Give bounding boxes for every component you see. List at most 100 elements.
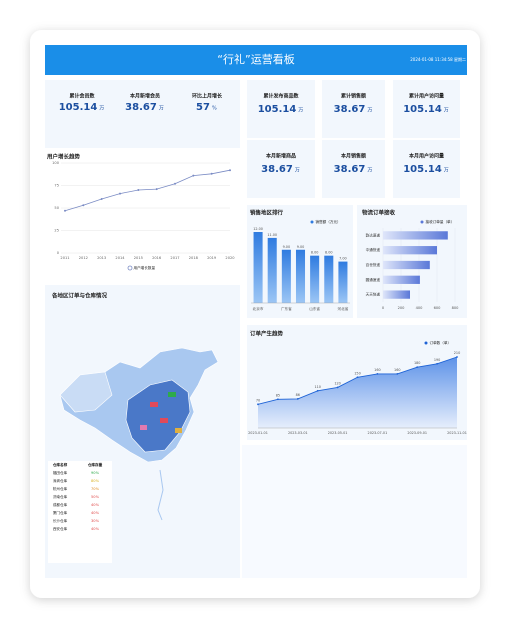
value-label: 70: [256, 398, 260, 402]
bar: [383, 290, 410, 299]
kpi-label: 累计会员数: [69, 93, 95, 100]
kpi-label: 本月新增会员: [129, 93, 160, 100]
point: [416, 366, 419, 369]
x-tick-label: 0: [382, 306, 385, 310]
value-label: 180: [414, 361, 420, 365]
bar: [383, 275, 420, 284]
kpi-value: 57: [196, 102, 210, 113]
x-tick-label: 2020: [225, 256, 235, 260]
header-bar: [45, 45, 467, 75]
point: [356, 376, 359, 379]
bar: [383, 246, 437, 255]
value-label: 210: [454, 351, 460, 355]
bar: [324, 255, 334, 303]
panel: [242, 445, 467, 578]
point: [229, 169, 231, 172]
table-cell: 深圳仓库: [53, 478, 68, 483]
x-tick-label: 2014: [115, 256, 125, 260]
kpi-unit: 万: [298, 108, 303, 114]
value-label: 8.00: [325, 251, 333, 255]
table-cell: 90%: [91, 471, 100, 475]
table-cell: 西安仓库: [53, 526, 68, 531]
bar: [253, 232, 263, 303]
value-label: 150: [354, 371, 360, 375]
bar: [383, 231, 448, 240]
time: 2024-01-08 11:34:58 星期二: [410, 56, 466, 62]
point: [119, 192, 121, 195]
bar: [295, 249, 306, 303]
point: [100, 198, 103, 200]
table-cell: 40%: [91, 503, 100, 507]
kpi-label: 环比上月增长: [192, 93, 223, 100]
panel: [45, 80, 240, 148]
value-label: 86: [296, 393, 300, 397]
x-tick-label: 2023-07-01: [368, 431, 388, 435]
table-cell: 80%: [91, 479, 100, 483]
y-tick-label: 100: [52, 161, 60, 165]
kpi-label: 本月销售额: [340, 153, 367, 160]
legend-marker: [310, 220, 314, 224]
value-label: 7.00: [339, 257, 347, 261]
kpi-unit: 万: [295, 168, 300, 174]
point: [277, 398, 279, 401]
kpi-unit: 万: [159, 106, 164, 112]
value-label: 110: [314, 385, 320, 389]
point: [376, 373, 379, 375]
value-label: 160: [374, 368, 380, 372]
china-map: [59, 347, 219, 521]
x-tick-label: 2023-11-01: [447, 431, 467, 435]
table-cell: 40%: [91, 511, 100, 515]
chart-title: 物流订单接收: [362, 209, 396, 217]
kpi-value: 105.14: [403, 164, 442, 175]
panel: [45, 150, 240, 280]
x-tick-label: 2015: [134, 256, 143, 260]
point: [210, 172, 213, 175]
kpi-value: 38.67: [261, 164, 293, 175]
point: [64, 209, 66, 212]
x-tick-label: 北京市: [253, 306, 264, 311]
bar: [383, 260, 430, 270]
legend-label: 接收订单量（单）: [426, 219, 455, 224]
kpi-unit: 万: [367, 108, 372, 114]
y-tick-label: 圆通速递: [366, 277, 381, 282]
x-tick-label: 山东省: [309, 306, 320, 311]
point: [257, 403, 259, 406]
legend-marker: [420, 220, 424, 224]
x-tick-label: 2011: [60, 256, 69, 260]
kpi-unit: 万: [367, 168, 372, 174]
kpi-value: 105.14: [403, 104, 442, 115]
x-tick-label: 400: [416, 306, 424, 310]
x-tick-label: 2017: [170, 256, 179, 260]
x-tick-label: 600: [434, 306, 442, 310]
kpi-unit: 万: [444, 108, 449, 114]
kpi-unit: 万: [444, 168, 449, 174]
chart-title: 订单产生趋势: [250, 330, 284, 338]
kpi-label: 累计发布商品数: [263, 93, 299, 100]
area: [258, 357, 457, 428]
x-tick-label: 2019: [207, 256, 217, 260]
table-cell: 70%: [91, 487, 100, 491]
kpi-value: 105.14: [59, 102, 98, 113]
kpi-tile: [247, 140, 315, 198]
x-tick-label: 广东省: [281, 306, 292, 311]
value-label: 11.00: [267, 233, 277, 237]
kpi-unit: 万: [99, 106, 104, 112]
table-cell: 50%: [91, 495, 100, 499]
point: [316, 389, 319, 392]
bar: [267, 237, 277, 303]
title: “行礼”运营看板: [217, 52, 294, 66]
x-tick-label: 200: [398, 306, 406, 310]
kpi-tile: [393, 140, 460, 198]
legend-label: 用户增长数量: [134, 265, 156, 270]
x-tick-label: 2023-05-01: [328, 431, 348, 435]
kpi-label: 本月用户访问量: [408, 153, 444, 160]
kpi-label: 累计用户访问量: [409, 93, 444, 100]
kpi-label: 本月新增商品: [265, 153, 296, 160]
y-tick-label: 75: [54, 184, 59, 188]
kpi-value: 38.67: [334, 164, 366, 175]
value-label: 190: [434, 358, 440, 362]
table-cell: 厦门仓库: [53, 510, 68, 515]
table-header: 仓库存量: [87, 462, 103, 467]
table-cell: 济南仓库: [53, 494, 68, 499]
